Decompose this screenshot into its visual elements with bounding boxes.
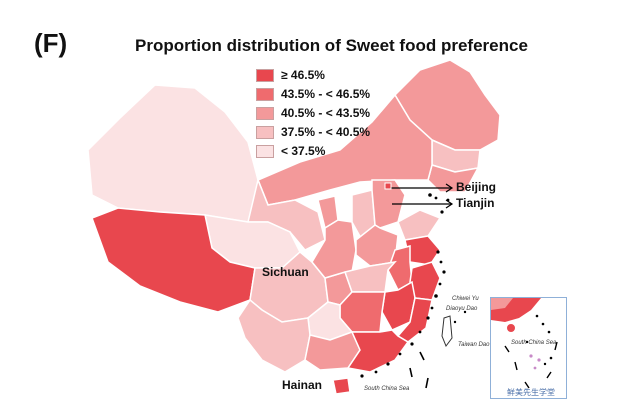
region-hebei (371, 179, 406, 229)
legend-label: 40.5% - < 43.5% (281, 106, 371, 120)
map-title: Proportion distribution of Sweet food pr… (135, 36, 528, 55)
region-taiwan (441, 315, 453, 348)
beijing-marker (384, 182, 392, 190)
legend-item: 37.5% - < 40.5% (256, 123, 370, 141)
region-xinjiang (87, 84, 269, 223)
legend-swatch (256, 87, 274, 101)
region-inner-mongolia (257, 93, 433, 206)
legend-item: ≥ 46.5% (256, 66, 370, 84)
region-guangdong (346, 329, 410, 373)
legend-swatch (256, 106, 274, 120)
legend-swatch (256, 144, 274, 158)
label-beijing: Beijing (456, 180, 497, 194)
label-diaoyu-dao: Diaoyu Dao (446, 306, 478, 312)
label-taiwan-dao: Taiwan Dao (458, 342, 490, 348)
south-china-sea-inset: South China Sea (490, 297, 567, 399)
label-chiwei-yu: Chiwei Yu (452, 296, 479, 302)
legend-swatch (256, 68, 274, 82)
region-hainan (332, 377, 351, 395)
legend-label: 43.5% - < 46.5% (281, 87, 371, 101)
legend-item: 40.5% - < 43.5% (256, 104, 370, 122)
label-south-china-sea: South China Sea (364, 386, 410, 392)
inset-mainland-light (491, 298, 513, 310)
coastal-islands (360, 193, 467, 378)
region-shandong (397, 209, 442, 241)
map-legend: ≥ 46.5% 43.5% - < 46.5% 40.5% - < 43.5% … (256, 66, 370, 161)
legend-item: < 37.5% (256, 142, 370, 160)
legend-swatch (256, 125, 274, 139)
inset-label-south-china-sea: South China Sea (511, 340, 557, 346)
inset-map (491, 298, 558, 389)
legend-label: ≥ 46.5% (281, 68, 325, 82)
label-tianjin: Tianjin (456, 196, 495, 210)
label-hainan: Hainan (282, 378, 323, 392)
legend-label: 37.5% - < 40.5% (281, 125, 371, 139)
region-henan (355, 224, 399, 267)
panel-label: (F) (34, 28, 68, 58)
legend-item: 43.5% - < 46.5% (256, 85, 370, 103)
label-arrows (388, 183, 454, 209)
label-sichuan: Sichuan (262, 265, 309, 279)
south-china-sea-dashes (409, 351, 429, 389)
watermark: 鲜美先生学堂 (507, 388, 555, 397)
legend-label: < 37.5% (281, 144, 326, 158)
